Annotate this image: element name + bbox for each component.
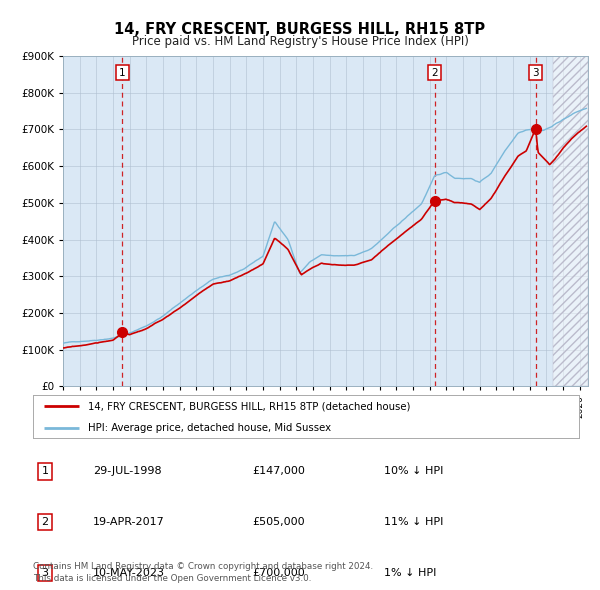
Text: 14, FRY CRESCENT, BURGESS HILL, RH15 8TP: 14, FRY CRESCENT, BURGESS HILL, RH15 8TP <box>115 22 485 37</box>
Text: £700,000: £700,000 <box>252 568 305 578</box>
Text: 1% ↓ HPI: 1% ↓ HPI <box>384 568 436 578</box>
Text: £147,000: £147,000 <box>252 467 305 476</box>
Text: 3: 3 <box>41 568 49 578</box>
Text: 1: 1 <box>41 467 49 476</box>
Text: 2: 2 <box>41 517 49 527</box>
Text: 3: 3 <box>532 68 539 77</box>
Text: 14, FRY CRESCENT, BURGESS HILL, RH15 8TP (detached house): 14, FRY CRESCENT, BURGESS HILL, RH15 8TP… <box>88 401 410 411</box>
Text: 19-APR-2017: 19-APR-2017 <box>93 517 165 527</box>
Text: 11% ↓ HPI: 11% ↓ HPI <box>384 517 443 527</box>
Text: 10-MAY-2023: 10-MAY-2023 <box>93 568 165 578</box>
Text: Contains HM Land Registry data © Crown copyright and database right 2024.
This d: Contains HM Land Registry data © Crown c… <box>33 562 373 583</box>
Text: 2: 2 <box>431 68 438 77</box>
Text: £505,000: £505,000 <box>252 517 305 527</box>
Text: 29-JUL-1998: 29-JUL-1998 <box>93 467 161 476</box>
Text: 10% ↓ HPI: 10% ↓ HPI <box>384 467 443 476</box>
Text: 1: 1 <box>119 68 126 77</box>
Text: HPI: Average price, detached house, Mid Sussex: HPI: Average price, detached house, Mid … <box>88 423 331 433</box>
Text: Price paid vs. HM Land Registry's House Price Index (HPI): Price paid vs. HM Land Registry's House … <box>131 35 469 48</box>
